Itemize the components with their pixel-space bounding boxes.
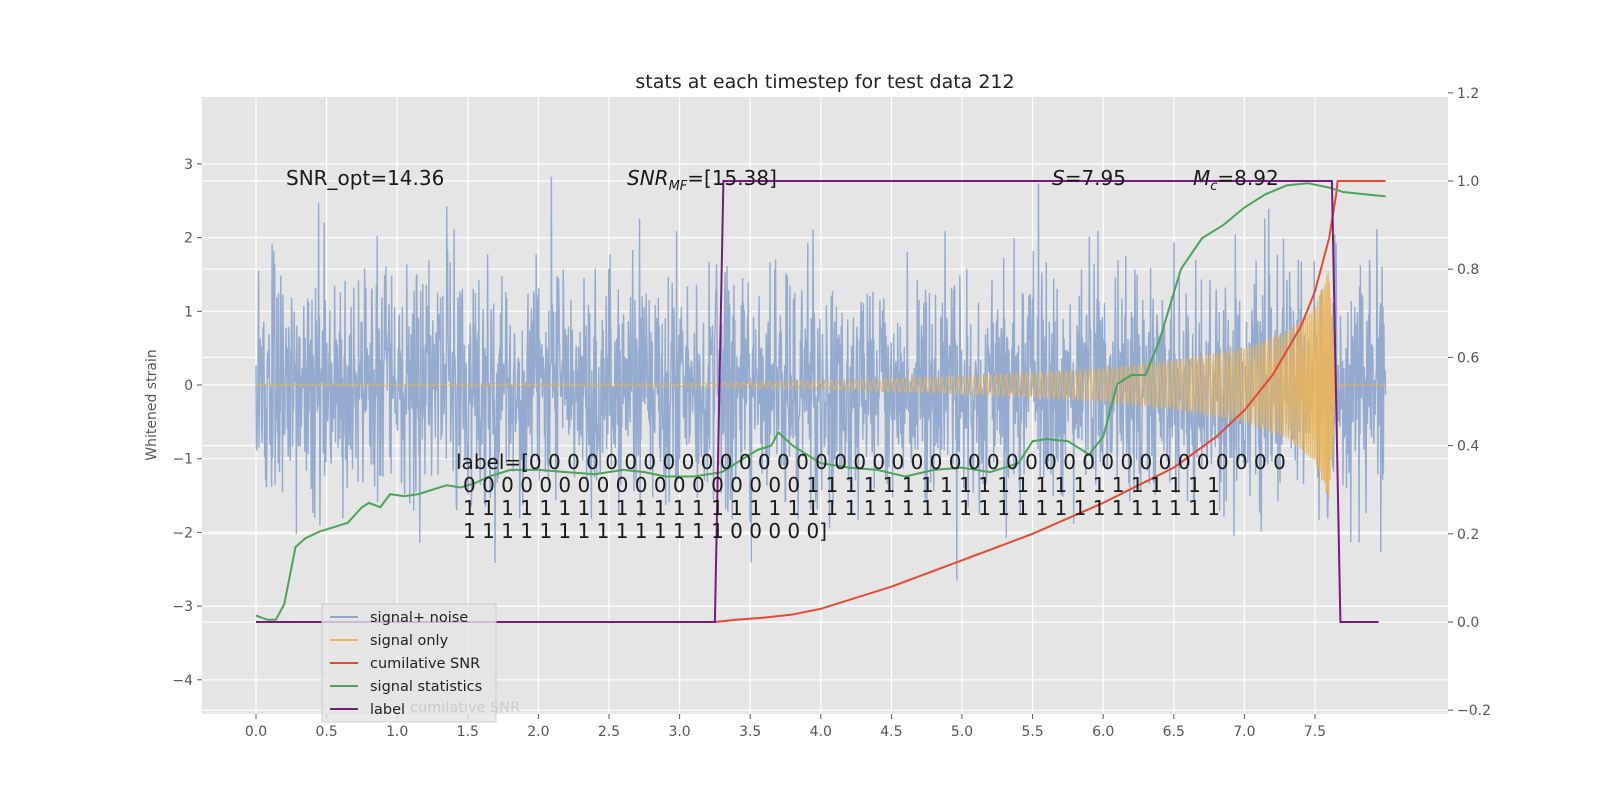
x-axis-ticks: 0.0 0.5 1.0 1.5 2.0 2.5 3.0 3.5 4.0 4.5 5.0 5.5 6.0 6… — [245, 714, 1326, 740]
legend-label-cumulative-snr: cumilative SNR — [370, 656, 480, 672]
legend-entry-signal-only: signal only — [330, 633, 449, 649]
y-right-tick-label: −0.2 — [1457, 703, 1491, 719]
y-right-tick-label: 0.6 — [1457, 350, 1479, 366]
x-tick-label: 3.5 — [739, 724, 761, 740]
y-left-tick-label: 1 — [184, 304, 193, 320]
y-axis-left-ticks: 3 2 1 0 −1 −2 −3 −4 — [172, 157, 202, 689]
annotation-snr-opt: SNR_opt=14.36 — [286, 166, 444, 190]
legend-label-label: label — [370, 702, 405, 718]
x-tick-label: 2.0 — [527, 724, 549, 740]
y-left-tick-label: 0 — [184, 378, 193, 394]
x-tick-label: 1.0 — [386, 724, 408, 740]
x-tick-label: 6.0 — [1092, 724, 1114, 740]
y-left-tick-label: −1 — [172, 452, 193, 468]
x-tick-label: 0.5 — [315, 724, 337, 740]
label-line-4: 1 1 1 1 1 1 1 1 1 1 1 1 1 1 0 0 0 0 0] — [463, 519, 827, 543]
legend-hidden-text: cumilative SNR — [410, 700, 520, 716]
y-axis-right-ticks: 1.2 1.0 0.8 0.6 0.4 0.2 0.0 −0.2 — [1448, 86, 1491, 719]
y-left-tick-label: −2 — [172, 525, 193, 541]
y-right-tick-label: 0.2 — [1457, 527, 1479, 543]
x-tick-label: 2.5 — [598, 724, 620, 740]
y-right-tick-label: 1.2 — [1457, 86, 1479, 102]
series-label-line — [256, 180, 1379, 623]
x-tick-label: 6.5 — [1163, 724, 1185, 740]
legend: cumilative SNR signal+ noise signal only… — [321, 603, 520, 723]
series-cumulative-snr-line — [256, 180, 1386, 623]
annotation-label-array: label=[0 0 0 0 0 0 0 0 0 0 0 0 0 0 0 0 0… — [456, 450, 1286, 543]
x-tick-label: 4.5 — [880, 724, 902, 740]
annotation-snr-mf: SNRMF=[15.38] — [627, 166, 777, 194]
label-line-3: 1 1 1 1 1 1 1 1 1 1 1 1 1 1 1 1 1 1 1 1 … — [463, 496, 1220, 520]
chart-title: stats at each timestep for test data 212 — [635, 71, 1014, 93]
series-signal-only-line — [256, 270, 1386, 500]
legend-entry-label: label — [330, 702, 405, 718]
x-tick-label: 0.0 — [245, 724, 267, 740]
series-signal-statistics-line — [255, 182, 1386, 621]
x-tick-label: 5.5 — [1021, 724, 1043, 740]
annotation-mc: Mc=8.92 — [1193, 166, 1279, 194]
x-tick-label: 4.0 — [810, 724, 832, 740]
legend-entry-cumulative-snr: cumilative SNR — [330, 656, 480, 672]
x-tick-label: 7.5 — [1304, 724, 1326, 740]
y-right-tick-label: 1.0 — [1457, 174, 1479, 190]
x-tick-label: 5.0 — [951, 724, 973, 740]
legend-entry-signal-statistics: signal statistics — [330, 679, 482, 695]
legend-label-signal-statistics: signal statistics — [370, 679, 482, 695]
series-layer — [255, 176, 1387, 623]
x-tick-label: 3.0 — [668, 724, 690, 740]
x-tick-label: 1.5 — [457, 724, 479, 740]
legend-label-signal-noise: signal+ noise — [370, 610, 468, 626]
legend-label-signal-only: signal only — [370, 633, 449, 649]
legend-entry-signal-noise: signal+ noise — [330, 610, 468, 626]
label-line-2: 0 0 0 0 0 0 0 0 0 0 0 0 0 0 0 0 0 0 1 1 … — [463, 473, 1220, 497]
x-tick-label: 7.0 — [1233, 724, 1255, 740]
y-right-tick-label: 0.8 — [1457, 262, 1479, 278]
annotation-s: S=7.95 — [1052, 166, 1126, 190]
y-right-tick-label: 0.4 — [1457, 439, 1479, 455]
y-axis-label: Whitened strain — [144, 349, 160, 460]
y-left-tick-label: 3 — [184, 157, 193, 173]
y-left-tick-label: 2 — [184, 231, 193, 247]
y-right-tick-label: 0.0 — [1457, 615, 1479, 631]
y-left-tick-label: −3 — [172, 599, 193, 615]
y-left-tick-label: −4 — [172, 673, 193, 689]
label-line-1: label=[0 0 0 0 0 0 0 0 0 0 0 0 0 0 0 0 0… — [456, 450, 1286, 474]
